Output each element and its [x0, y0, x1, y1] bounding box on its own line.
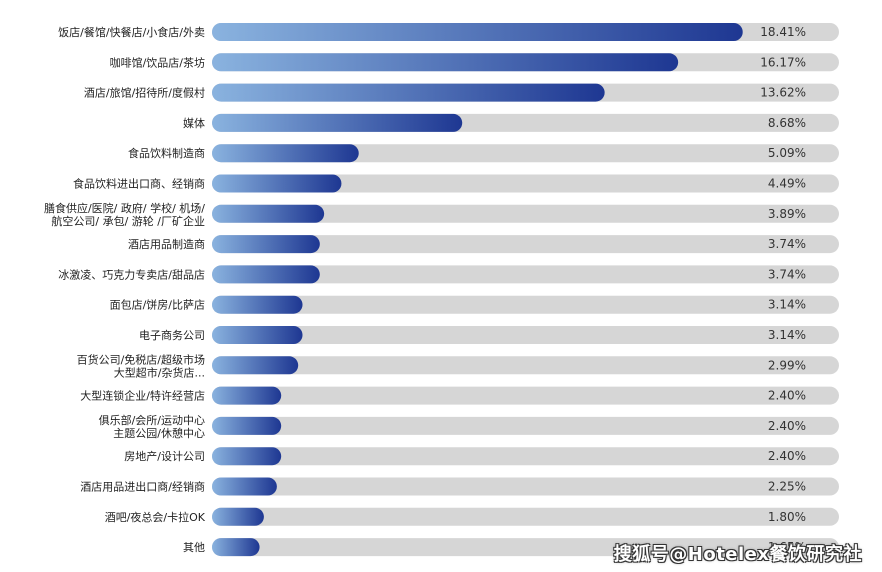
bar: [212, 144, 359, 163]
category-label: 酒店用品制造商: [128, 237, 205, 251]
category-label: 媒体: [183, 116, 205, 130]
value-label: 1.65%: [768, 540, 806, 554]
bar: [212, 265, 320, 284]
value-label: 2.40%: [768, 419, 806, 433]
watermark-text: 搜狐号@Hotelex餐饮研究社: [613, 544, 862, 565]
bar-track: [212, 477, 839, 496]
value-label: 13.62%: [760, 86, 806, 100]
bar: [212, 83, 605, 102]
bar-track: [212, 386, 839, 405]
bar-track: [212, 507, 839, 526]
bar: [212, 113, 463, 132]
bar-track: [212, 235, 839, 254]
category-label: 食品饮料进出口商、经销商: [73, 177, 205, 191]
category-label: 酒店/旅馆/招待所/度假村: [84, 86, 205, 100]
value-label: 3.74%: [768, 237, 806, 251]
bar-track: [212, 265, 839, 284]
category-label: 其他: [183, 541, 205, 554]
value-label: 3.14%: [768, 298, 806, 312]
category-label: 食品饮料制造商: [128, 146, 205, 160]
bar: [212, 326, 303, 344]
value-label: 16.17%: [760, 55, 806, 69]
value-label: 3.89%: [768, 207, 806, 221]
bar: [212, 507, 264, 526]
bar-track: [212, 174, 839, 193]
category-label: 冰激凌、巧克力专卖店/甜品店: [58, 267, 205, 281]
bar-track: [212, 356, 839, 375]
bar: [212, 204, 325, 223]
value-label: 2.40%: [768, 449, 806, 463]
category-label: 房地产/设计公司: [124, 449, 205, 463]
bar: [212, 53, 679, 72]
value-label: 5.09%: [768, 146, 806, 160]
category-label: 饭店/餐馆/快餐店/小食店/外卖: [58, 25, 205, 39]
category-label: 面包店/饼房/比萨店: [110, 298, 205, 312]
bar-track: [212, 204, 839, 223]
category-label: 膳食供应/医院/ 政府/ 学校/ 机场/航空公司/ 承包/ 游轮 /厂矿企业: [44, 201, 205, 228]
bar: [212, 23, 743, 41]
category-label: 电子商务公司: [139, 328, 205, 342]
bar: [212, 174, 342, 193]
value-label: 3.74%: [768, 267, 806, 281]
category-label: 大型连锁企业/特许经营店: [80, 389, 205, 403]
value-label: 8.68%: [768, 116, 806, 130]
value-label: 4.49%: [768, 177, 806, 191]
value-label: 2.99%: [768, 358, 806, 372]
bar-track: [212, 538, 839, 557]
value-label: 3.14%: [768, 328, 806, 342]
category-label: 咖啡馆/饮品店/茶坊: [110, 55, 205, 69]
bar: [212, 416, 282, 435]
bar-track: [212, 416, 839, 435]
bar: [212, 295, 303, 314]
bar-track: [212, 326, 839, 344]
category-label: 酒店用品进出口商/经销商: [80, 480, 205, 494]
category-label: 百货公司/免税店/超级市场大型超市/杂货店...: [77, 352, 205, 379]
value-label: 2.25%: [768, 480, 806, 494]
category-label: 酒吧/夜总会/卡拉OK: [105, 510, 206, 524]
bar: [212, 477, 277, 496]
bar: [212, 386, 282, 405]
value-label: 1.80%: [768, 510, 806, 524]
value-label: 2.40%: [768, 389, 806, 403]
value-label: 18.41%: [760, 25, 806, 39]
category-label: 俱乐部/会所/运动中心主题公园/休憩中心: [99, 413, 205, 440]
bar: [212, 235, 320, 254]
bar-track: [212, 447, 839, 466]
bar: [212, 356, 299, 375]
bar: [212, 538, 260, 557]
bar-track: [212, 295, 839, 314]
bar-track: [212, 144, 839, 163]
bar: [212, 447, 282, 466]
